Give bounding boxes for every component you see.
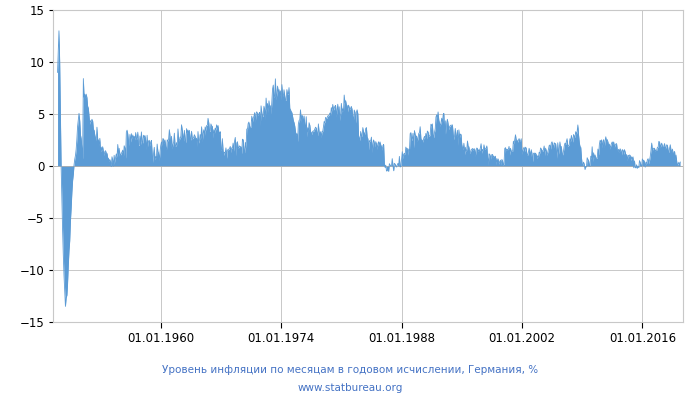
Text: Уровень инфляции по месяцам в годовом исчислении, Германия, %: Уровень инфляции по месяцам в годовом ис… bbox=[162, 365, 538, 375]
Text: www.statbureau.org: www.statbureau.org bbox=[298, 383, 402, 393]
